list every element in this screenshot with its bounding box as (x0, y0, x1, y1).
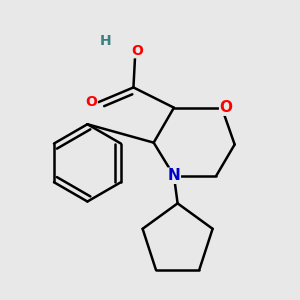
Text: N: N (167, 168, 180, 183)
Text: H: H (100, 34, 112, 48)
Text: O: O (131, 44, 143, 58)
Text: O: O (85, 95, 97, 109)
Text: O: O (220, 100, 233, 115)
